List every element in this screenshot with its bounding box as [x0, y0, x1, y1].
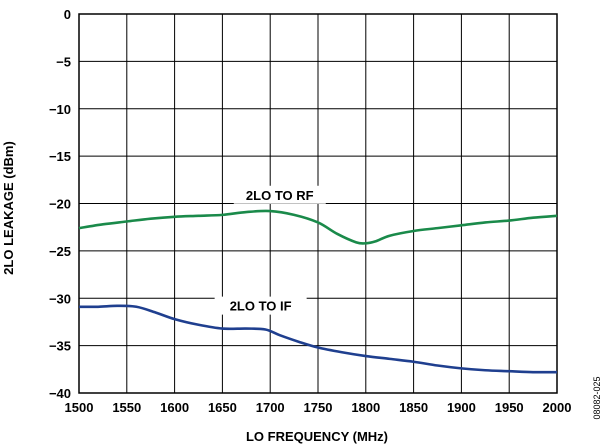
- y-tick-label: −30: [49, 291, 71, 306]
- series-label-background: [214, 296, 307, 315]
- series-label-background: [233, 185, 326, 204]
- y-tick-label: 0: [64, 7, 71, 22]
- x-tick-label: 1600: [160, 400, 189, 415]
- y-tick-label: −20: [49, 197, 71, 212]
- y-axis-title: 2LO LEAKAGE (dBm): [1, 141, 16, 275]
- series-line-2lo-to-if: [78, 304, 558, 374]
- y-tick-label: −5: [56, 54, 71, 69]
- y-tick-label: −25: [49, 244, 71, 259]
- y-tick-label: −40: [49, 386, 71, 401]
- x-tick-label: 1650: [208, 400, 237, 415]
- x-tick-label: 1950: [495, 400, 524, 415]
- x-tick-label: 1850: [399, 400, 428, 415]
- plot-frame: [78, 13, 558, 394]
- series-label-2lo-to-rf: 2LO TO RF: [246, 188, 314, 203]
- series-line-2lo-to-rf: [78, 209, 558, 245]
- x-tick-label: 1550: [112, 400, 141, 415]
- x-tick-label: 1500: [65, 400, 94, 415]
- x-tick-label: 1900: [447, 400, 476, 415]
- series-label-2lo-to-if: 2LO TO IF: [230, 299, 292, 314]
- x-tick-labels: 1500 1550 1600 1650 1700 1750 1800 1850 1900 1950…: [65, 400, 572, 415]
- y-tick-label: −15: [49, 149, 71, 164]
- series-labels: 2LO TO RF 2LO TO IF: [214, 185, 326, 315]
- x-tick-label: 1750: [304, 400, 333, 415]
- y-tick-label: −10: [49, 102, 71, 117]
- x-tick-label: 1700: [256, 400, 285, 415]
- x-tick-label: 2000: [543, 400, 572, 415]
- x-axis-title: LO FREQUENCY (MHz): [246, 429, 388, 444]
- x-tick-label: 1800: [351, 400, 380, 415]
- series-lines: [78, 209, 558, 374]
- figure-id: 08082-025: [592, 376, 602, 419]
- y-tick-label: −35: [49, 339, 71, 354]
- y-tick-labels: 0 −5 −10 −15 −20 −25 −30 −35 −40: [49, 7, 71, 401]
